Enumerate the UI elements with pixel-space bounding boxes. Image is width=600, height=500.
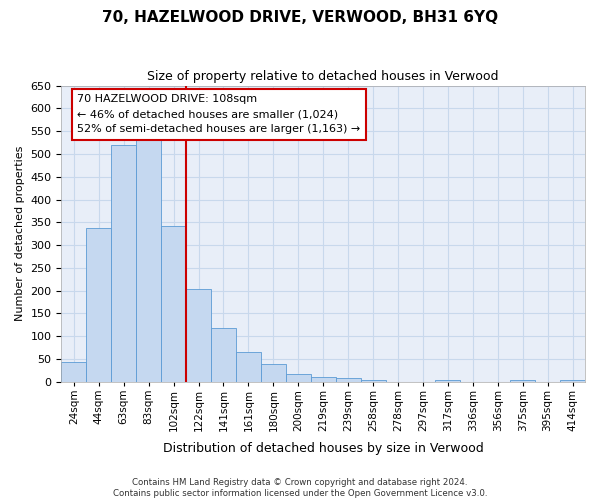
Bar <box>311 378 335 382</box>
Bar <box>186 289 211 382</box>
Bar <box>136 138 161 382</box>
Title: Size of property relative to detached houses in Verwood: Size of property relative to detached ho… <box>148 70 499 83</box>
X-axis label: Distribution of detached houses by size in Verwood: Distribution of detached houses by size … <box>163 442 484 455</box>
Bar <box>335 378 361 382</box>
Bar <box>161 226 186 382</box>
Bar <box>560 380 585 382</box>
Bar <box>211 328 236 382</box>
Bar <box>236 352 261 382</box>
Bar <box>286 374 311 382</box>
Text: 70, HAZELWOOD DRIVE, VERWOOD, BH31 6YQ: 70, HAZELWOOD DRIVE, VERWOOD, BH31 6YQ <box>102 10 498 25</box>
Text: 70 HAZELWOOD DRIVE: 108sqm
← 46% of detached houses are smaller (1,024)
52% of s: 70 HAZELWOOD DRIVE: 108sqm ← 46% of deta… <box>77 94 361 134</box>
Bar <box>61 362 86 382</box>
Bar <box>86 228 111 382</box>
Y-axis label: Number of detached properties: Number of detached properties <box>15 146 25 322</box>
Text: Contains HM Land Registry data © Crown copyright and database right 2024.
Contai: Contains HM Land Registry data © Crown c… <box>113 478 487 498</box>
Bar <box>510 380 535 382</box>
Bar <box>436 380 460 382</box>
Bar <box>111 146 136 382</box>
Bar <box>361 380 386 382</box>
Bar <box>261 364 286 382</box>
